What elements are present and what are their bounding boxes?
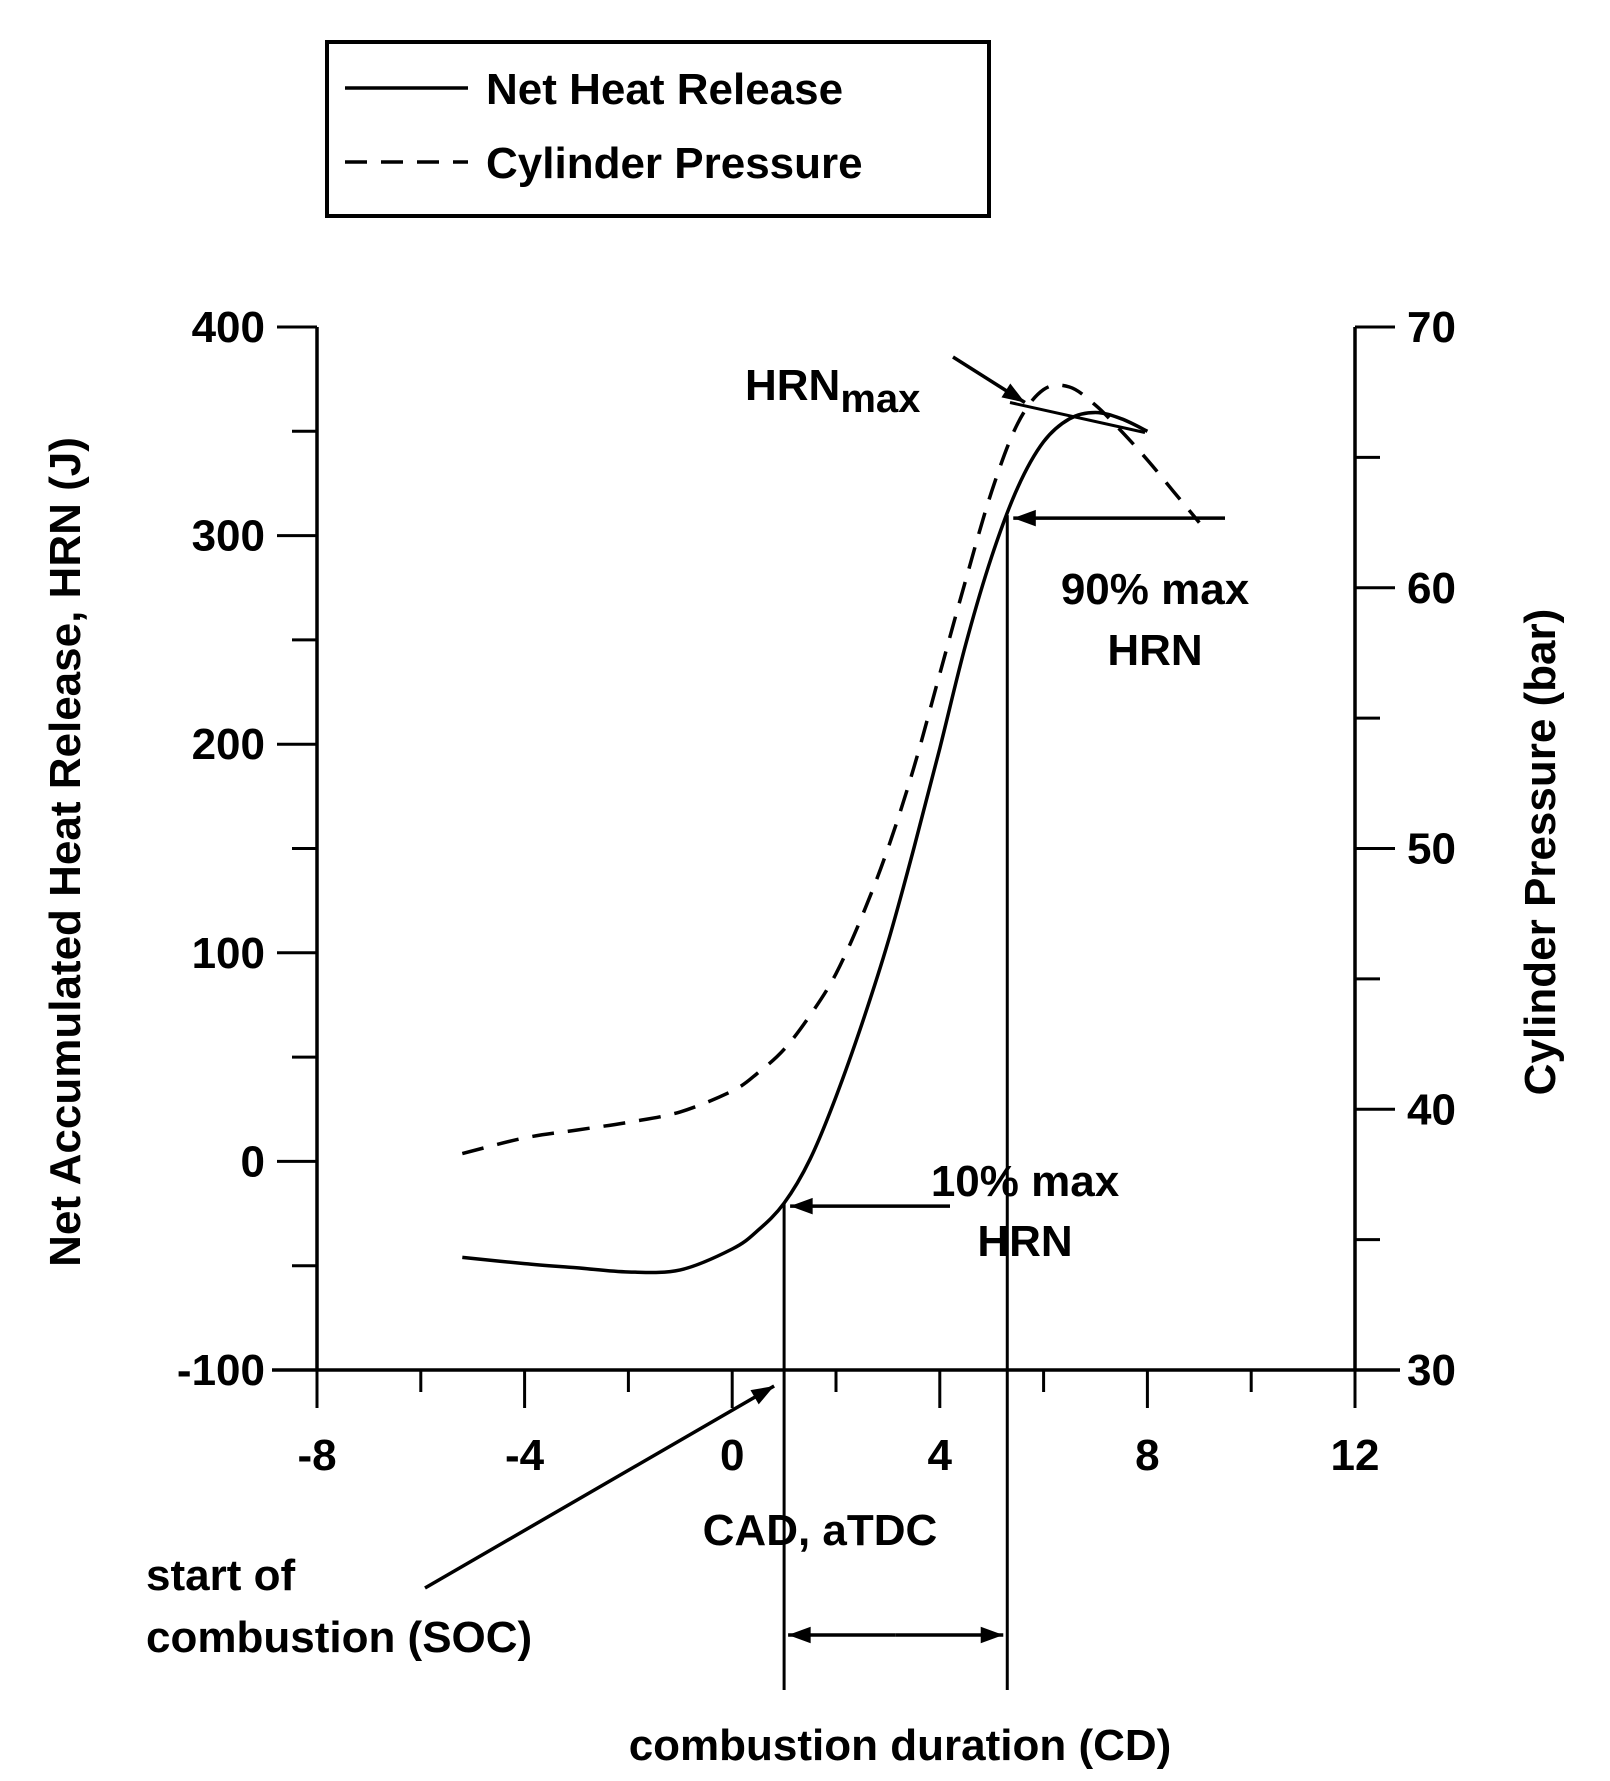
p90-label-line1: 90% max [1061, 565, 1250, 614]
axes: -100 0 100 200 300 400 30 40 50 60 70 -8 -4 0 4 8 12 [177, 303, 1456, 1480]
hrn-max-tangent [1009, 401, 1146, 434]
cd-arrow-left [788, 1626, 896, 1644]
y-tick-label: 0 [241, 1137, 265, 1186]
series-line-cylinder-pressure [461, 383, 1201, 1156]
y-tick-label: 400 [192, 303, 265, 352]
p10-arrow [790, 1197, 950, 1215]
y2-tick-label: 40 [1407, 1085, 1456, 1134]
legend-box [325, 40, 991, 218]
cd-arrow-right-head [980, 1626, 1004, 1644]
legend-label-cylinder-pressure: Cylinder Pressure [486, 139, 863, 188]
soc-label-line2: combustion (SOC) [146, 1613, 532, 1662]
x-tick-label: 12 [1331, 1431, 1380, 1480]
hrn-max-arrow-head [1001, 383, 1025, 403]
y-tick-label: 100 [192, 929, 265, 978]
y-tick-label: 200 [192, 720, 265, 769]
y-tick-label: 300 [192, 512, 265, 561]
annotations [424, 355, 1225, 1690]
x-tick-label: 0 [720, 1431, 744, 1480]
y2-tick-label: 70 [1407, 303, 1456, 352]
p90-arrow-head [1013, 509, 1036, 527]
p10-arrow-head [790, 1197, 813, 1215]
x-axis-title: CAD, aTDC [703, 1506, 938, 1555]
hrn-max-label: HRNmax [745, 361, 920, 421]
y2-tick-label: 60 [1407, 564, 1456, 613]
p10-label-line2: HRN [977, 1217, 1072, 1266]
cd-label: combustion duration (CD) [629, 1721, 1172, 1770]
y2-axis-title: Cylinder Pressure (bar) [1516, 609, 1565, 1096]
p10-label-line1: 10% max [931, 1157, 1120, 1206]
x-tick-label: 8 [1135, 1431, 1159, 1480]
series-line-net-heat-release [462, 410, 1149, 1275]
y2-tick-label: 50 [1407, 825, 1456, 874]
y-axis-title: Net Accumulated Heat Release, HRN (J) [41, 437, 90, 1267]
soc-arrow [424, 1384, 775, 1590]
p90-label-line2: HRN [1107, 626, 1202, 675]
soc-arrow-shaft [424, 1384, 775, 1590]
x-tick-label: 4 [928, 1431, 953, 1480]
x-tick-label: -8 [297, 1431, 336, 1480]
soc-label-line1: start of [146, 1551, 295, 1600]
y2-tick-label: 30 [1407, 1346, 1456, 1395]
legend-label-net-heat-release: Net Heat Release [486, 65, 843, 114]
soc-arrow-head [750, 1386, 775, 1405]
hrn-max-arrow [952, 355, 1026, 405]
series-layer [461, 383, 1201, 1275]
x-tick-label: -4 [505, 1431, 545, 1480]
p90-arrow [1013, 509, 1225, 527]
legend: Net Heat Release Cylinder Pressure [325, 40, 991, 218]
cd-arrow-right [895, 1626, 1004, 1644]
cd-arrow-left-head [788, 1626, 811, 1644]
y-tick-label: -100 [177, 1346, 265, 1395]
